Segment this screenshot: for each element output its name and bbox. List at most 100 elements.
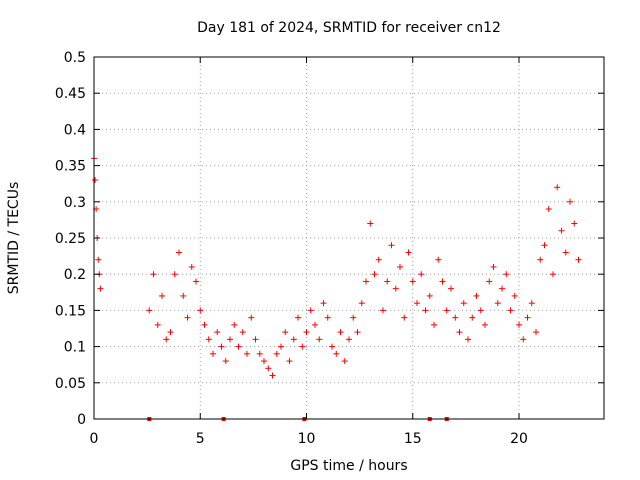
data-point xyxy=(239,329,246,336)
data-point xyxy=(210,350,216,357)
data-point xyxy=(443,307,450,314)
data-point xyxy=(299,343,306,350)
y-tick-label: 0.3 xyxy=(64,195,86,211)
data-point xyxy=(286,358,293,365)
data-point xyxy=(354,329,361,336)
data-point xyxy=(350,314,357,321)
data-point xyxy=(431,321,437,328)
data-point xyxy=(265,365,272,372)
data-point xyxy=(520,336,527,343)
data-points xyxy=(91,155,582,379)
data-point xyxy=(341,358,348,365)
y-tick-label: 0.45 xyxy=(55,86,86,102)
data-point xyxy=(333,350,340,357)
data-point xyxy=(456,329,463,336)
data-point xyxy=(171,271,178,278)
data-point xyxy=(282,329,289,336)
data-point xyxy=(533,329,539,336)
data-point xyxy=(320,300,327,307)
y-tick-label: 0.15 xyxy=(55,303,86,319)
data-point xyxy=(473,292,480,299)
data-point xyxy=(231,321,238,328)
data-point xyxy=(218,343,225,350)
y-axis-label: SRMTID / TECUs xyxy=(6,182,22,295)
data-point xyxy=(380,307,386,314)
data-point xyxy=(545,206,552,213)
data-point xyxy=(312,321,318,328)
data-point xyxy=(507,307,514,314)
data-point xyxy=(256,350,263,357)
data-point xyxy=(554,184,561,191)
y-tick-label: 0.5 xyxy=(64,50,86,66)
data-point xyxy=(154,321,161,328)
data-point xyxy=(273,350,280,357)
data-point xyxy=(95,256,102,263)
data-point xyxy=(244,350,250,357)
data-point xyxy=(418,271,425,278)
data-point xyxy=(414,300,420,307)
data-point xyxy=(477,307,484,314)
y-tick-label: 0.35 xyxy=(55,159,86,175)
data-point xyxy=(409,278,416,285)
data-point xyxy=(541,242,548,249)
y-tick-label: 0 xyxy=(77,412,86,428)
data-point xyxy=(482,321,488,328)
data-point xyxy=(193,278,199,285)
y-tick-label: 0.4 xyxy=(64,122,86,138)
data-point xyxy=(575,256,582,263)
data-point xyxy=(562,249,569,256)
data-point xyxy=(448,285,454,292)
data-point xyxy=(524,314,531,321)
data-point xyxy=(184,314,191,321)
data-point xyxy=(303,329,310,336)
data-point xyxy=(222,358,229,365)
data-point xyxy=(452,314,459,321)
data-point xyxy=(388,242,395,249)
data-point xyxy=(201,321,208,328)
data-point xyxy=(146,307,153,314)
data-point xyxy=(528,300,535,307)
data-point xyxy=(550,271,556,278)
data-point xyxy=(248,314,255,321)
x-tick-label: 20 xyxy=(510,431,528,447)
data-point xyxy=(205,336,212,343)
data-point xyxy=(371,271,378,278)
data-point xyxy=(422,307,429,314)
data-point xyxy=(358,300,365,307)
data-point xyxy=(163,336,170,343)
x-axis-label: GPS time / hours xyxy=(290,458,407,474)
x-tick-label: 15 xyxy=(404,431,422,447)
data-point xyxy=(307,307,314,314)
data-point xyxy=(469,314,476,321)
y-tick-label: 0.1 xyxy=(64,340,86,356)
data-point xyxy=(295,314,301,321)
data-point xyxy=(516,321,522,328)
data-point xyxy=(567,198,573,205)
data-point xyxy=(235,343,242,350)
data-point xyxy=(499,285,505,292)
data-point xyxy=(261,358,267,365)
data-point xyxy=(494,300,501,307)
data-point xyxy=(278,343,284,350)
data-point xyxy=(363,278,369,285)
data-point xyxy=(511,292,518,299)
data-point xyxy=(97,285,104,292)
data-point xyxy=(329,343,335,350)
data-point xyxy=(465,336,471,343)
x-tick-label: 10 xyxy=(298,431,316,447)
data-point xyxy=(490,263,497,270)
data-point xyxy=(558,227,565,234)
data-point xyxy=(180,292,187,299)
data-point xyxy=(316,336,323,343)
data-point xyxy=(392,285,399,292)
data-point xyxy=(426,292,433,299)
x-tick-label: 5 xyxy=(196,431,205,447)
data-point xyxy=(397,263,403,270)
data-point xyxy=(337,329,344,336)
data-point xyxy=(401,314,408,321)
data-point xyxy=(405,249,412,256)
grid-lines xyxy=(94,57,604,419)
y-tick-label: 0.2 xyxy=(64,267,86,283)
